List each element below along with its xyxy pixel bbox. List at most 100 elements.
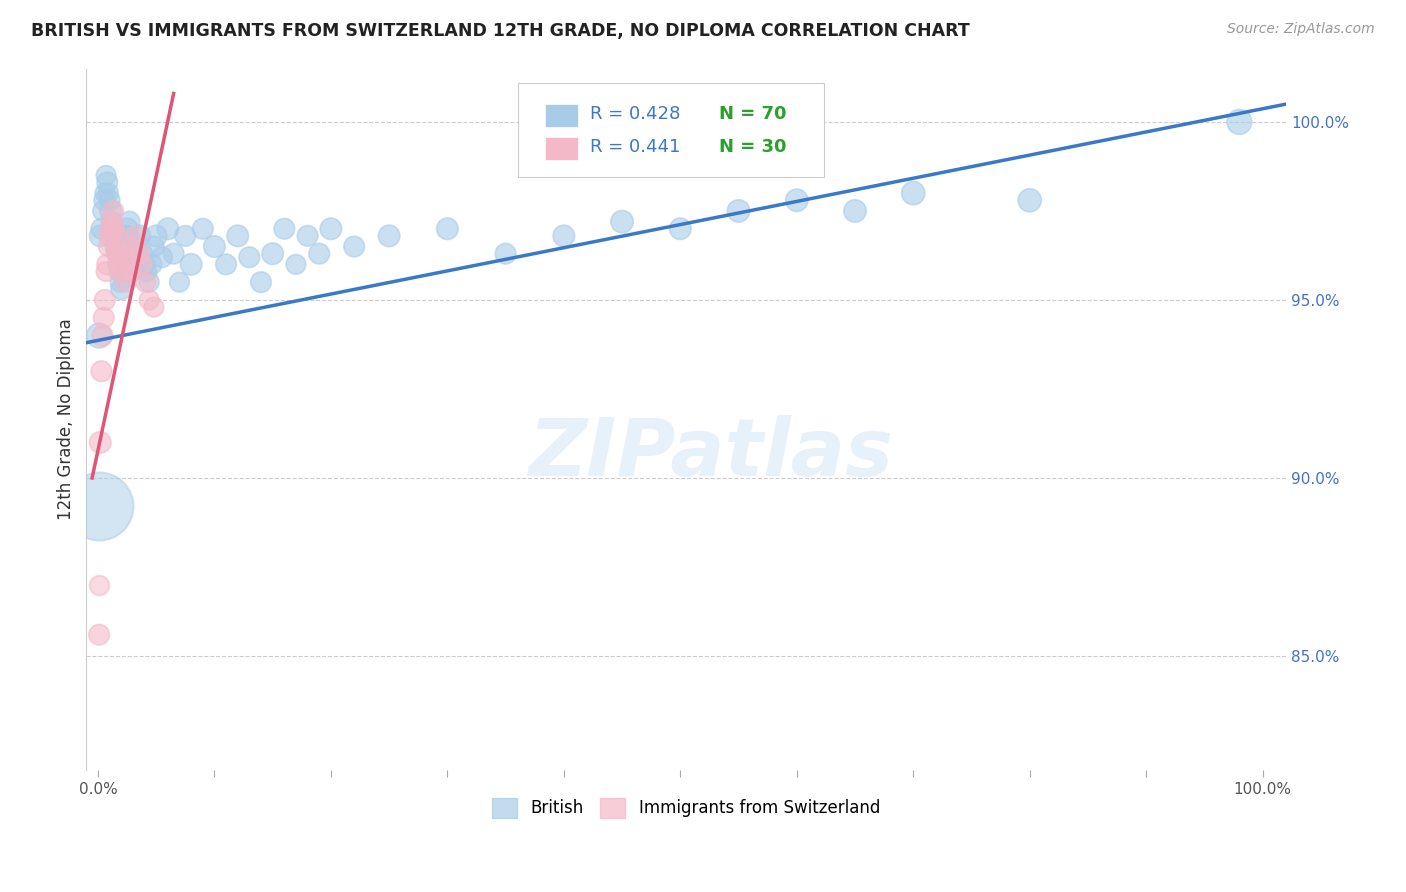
Point — [108, 257, 131, 271]
Point — [138, 293, 160, 307]
Text: Source: ZipAtlas.com: Source: ZipAtlas.com — [1227, 22, 1375, 37]
Point — [135, 275, 157, 289]
Point — [131, 257, 153, 271]
Point — [91, 328, 114, 343]
Point — [115, 275, 138, 289]
Point — [142, 239, 165, 253]
Point — [107, 257, 129, 271]
Bar — [544, 104, 578, 127]
Point — [87, 500, 110, 514]
Point — [436, 221, 458, 235]
Point — [98, 228, 121, 243]
Point — [115, 221, 138, 235]
Point — [844, 203, 866, 218]
Point — [134, 257, 156, 271]
Point — [114, 228, 136, 243]
Point — [91, 203, 114, 218]
Point — [97, 239, 120, 253]
Point — [115, 239, 138, 253]
Point — [94, 264, 117, 278]
Point — [112, 246, 135, 260]
Point — [1227, 115, 1250, 129]
Point — [105, 246, 128, 260]
Point — [727, 203, 749, 218]
Point — [100, 221, 122, 235]
Point — [284, 257, 307, 271]
Point — [120, 264, 142, 278]
Point — [96, 176, 118, 190]
Point — [141, 257, 163, 271]
Point — [226, 228, 249, 243]
Point — [135, 264, 157, 278]
Point — [103, 221, 125, 235]
Point — [163, 246, 186, 260]
Point — [250, 275, 273, 289]
Point — [110, 264, 132, 278]
Point — [94, 293, 117, 307]
FancyBboxPatch shape — [519, 83, 824, 178]
Point — [101, 214, 124, 228]
Point — [93, 310, 115, 325]
Point — [174, 228, 197, 243]
Point — [122, 246, 145, 260]
Text: N = 30: N = 30 — [718, 138, 786, 156]
Point — [297, 228, 319, 243]
Point — [610, 214, 633, 228]
Text: R = 0.441: R = 0.441 — [591, 138, 681, 156]
Point — [191, 221, 214, 235]
Y-axis label: 12th Grade, No Diploma: 12th Grade, No Diploma — [58, 318, 75, 520]
Point — [90, 221, 112, 235]
Point — [101, 203, 124, 218]
Point — [100, 203, 122, 218]
Point — [786, 194, 808, 208]
Point — [308, 246, 330, 260]
Point — [117, 257, 139, 271]
Point — [87, 578, 110, 592]
Point — [669, 221, 692, 235]
Point — [104, 228, 127, 243]
Text: N = 70: N = 70 — [718, 105, 786, 123]
Point — [122, 239, 145, 253]
Point — [150, 250, 173, 264]
Text: BRITISH VS IMMIGRANTS FROM SWITZERLAND 12TH GRADE, NO DIPLOMA CORRELATION CHART: BRITISH VS IMMIGRANTS FROM SWITZERLAND 1… — [31, 22, 970, 40]
Point — [156, 221, 179, 235]
Point — [108, 275, 131, 289]
Point — [111, 257, 134, 271]
Point — [273, 221, 295, 235]
Point — [1018, 194, 1040, 208]
Point — [495, 246, 517, 260]
Point — [128, 246, 150, 260]
Point — [131, 246, 153, 260]
Point — [105, 239, 128, 253]
Text: ZIPatlas: ZIPatlas — [527, 416, 893, 493]
Point — [138, 275, 160, 289]
Point — [94, 169, 117, 183]
Point — [98, 194, 121, 208]
Point — [120, 264, 142, 278]
Point — [142, 300, 165, 314]
Point — [169, 275, 191, 289]
Point — [128, 228, 150, 243]
Point — [145, 228, 167, 243]
Point — [319, 221, 342, 235]
Point — [378, 228, 401, 243]
Point — [903, 186, 925, 201]
Point — [117, 228, 139, 243]
Point — [262, 246, 284, 260]
Point — [93, 194, 115, 208]
Point — [215, 257, 238, 271]
Point — [107, 246, 129, 260]
Point — [89, 228, 111, 243]
Point — [118, 214, 141, 228]
Point — [89, 435, 111, 450]
Point — [112, 246, 135, 260]
Point — [180, 257, 202, 271]
Point — [127, 257, 149, 271]
Point — [343, 239, 366, 253]
Legend: British, Immigrants from Switzerland: British, Immigrants from Switzerland — [485, 791, 887, 825]
Point — [104, 239, 127, 253]
Point — [101, 221, 124, 235]
Point — [87, 628, 110, 642]
Text: R = 0.428: R = 0.428 — [591, 105, 681, 123]
Point — [108, 264, 131, 278]
